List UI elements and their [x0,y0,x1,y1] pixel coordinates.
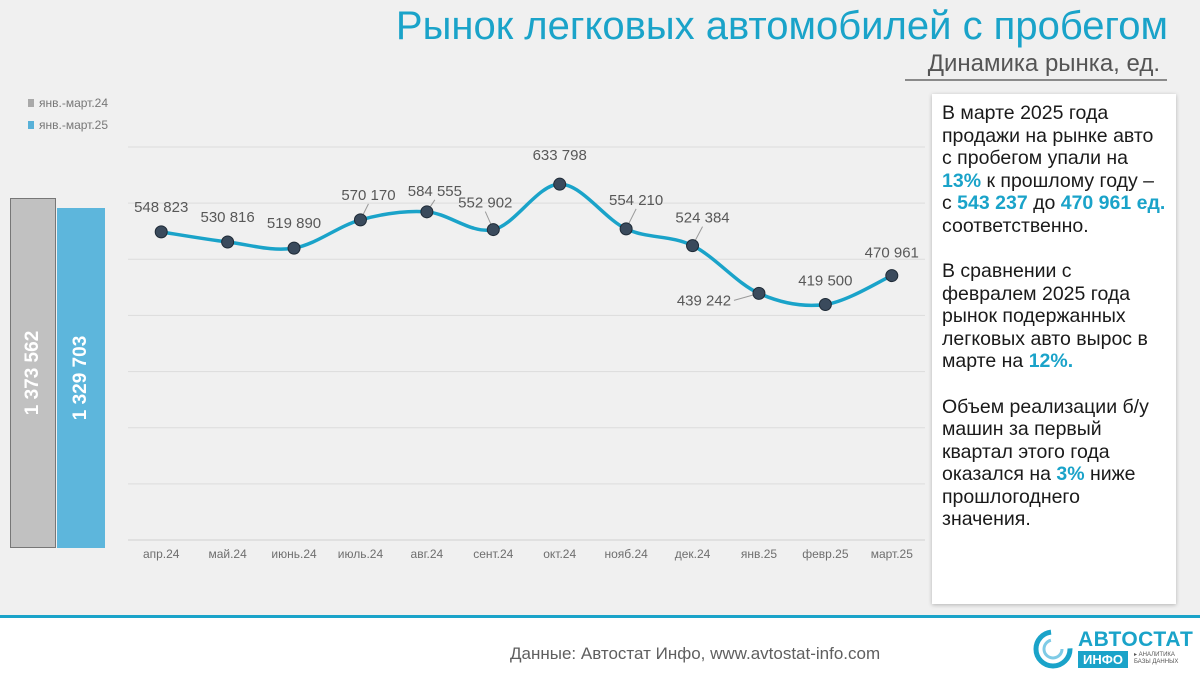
x-tick-label: июль.24 [338,547,384,561]
data-point [553,177,567,191]
x-tick-label: сент.24 [473,547,513,561]
data-label: 552 902 [458,195,512,212]
x-tick-label: авг.24 [411,547,444,561]
x-tick-label: март.25 [871,547,914,561]
data-label: 554 210 [609,192,663,209]
data-point [486,223,500,237]
logo-ring-icon [1033,629,1073,669]
data-label: 419 500 [798,272,852,289]
subtitle-underline [905,79,1167,81]
legend-item-2025: янв.-март.25 [28,114,108,136]
data-label: 524 384 [675,210,729,227]
data-point [686,239,700,253]
line-chart: апр.24 май.24 июнь.24 июль.24 авг.24 сент.24 о… [128,146,925,561]
x-tick-label: июнь.24 [271,547,317,561]
data-point [752,286,766,300]
data-label: 470 961 [865,245,919,262]
logo-tagline: ▸ АНАЛИТИКА БАЗЫ ДАННЫХ [1134,652,1179,665]
legend-swatch-2024 [28,99,34,107]
x-tick-label: май.24 [208,547,247,561]
data-label: 530 816 [201,209,255,226]
logo-text-bottom: ИНФО [1078,651,1128,668]
footer-divider [0,615,1200,618]
x-tick-label: янв.25 [741,547,778,561]
info-paragraph-1: В марте 2025 года продажи на рынке авто … [942,102,1166,237]
x-tick-label: апр.24 [143,547,180,561]
data-label: 633 798 [533,147,587,164]
logo-text-top: АВТОСТАТ [1078,628,1194,651]
source-note: Данные: Автостат Инфо, www.avtostat-info… [510,644,881,663]
data-label: 570 170 [341,187,395,204]
data-point [154,225,168,239]
x-tick-label: февр.25 [802,547,849,561]
legend-label-2025: янв.-март.25 [39,118,109,132]
data-point [619,222,633,236]
x-tick-label: дек.24 [675,547,711,561]
legend-item-2024: янв.-март.24 [28,92,108,114]
bar-q1-2024: 1 373 562 [10,198,56,548]
page-title: Рынок легковых автомобилей с пробегом [395,4,1168,48]
x-tick-label: окт.24 [543,547,576,561]
data-point [353,213,367,227]
footer [0,618,1200,682]
legend: янв.-март.24 янв.-март.25 [28,92,108,136]
data-label: 439 242 [677,292,731,309]
data-label: 519 890 [267,215,321,232]
data-label: 548 823 [134,199,188,216]
series-line [159,182,894,308]
bar-q1-2025: 1 329 703 [57,208,105,548]
x-tick-label: нояб.24 [604,547,648,561]
data-point [420,205,434,219]
data-point [885,269,899,283]
page-subtitle: Динамика рынка, ед. [927,50,1160,77]
data-point [818,297,832,311]
info-paragraph-3: Объем реализации б/у машин за первый ква… [942,395,1149,531]
data-point [287,241,301,255]
info-box: В марте 2025 года продажи на рынке авто … [932,94,1176,604]
data-label: 584 555 [408,183,462,200]
data-point [221,235,235,249]
legend-swatch-2025 [28,121,34,129]
info-paragraph-2: В сравнении с февралем 2025 года рынок п… [942,260,1148,372]
avtostat-logo: АВТОСТАТ ИНФО ▸ АНАЛИТИКА БАЗЫ ДАННЫХ [1032,628,1194,672]
legend-label-2024: янв.-март.24 [39,96,109,110]
